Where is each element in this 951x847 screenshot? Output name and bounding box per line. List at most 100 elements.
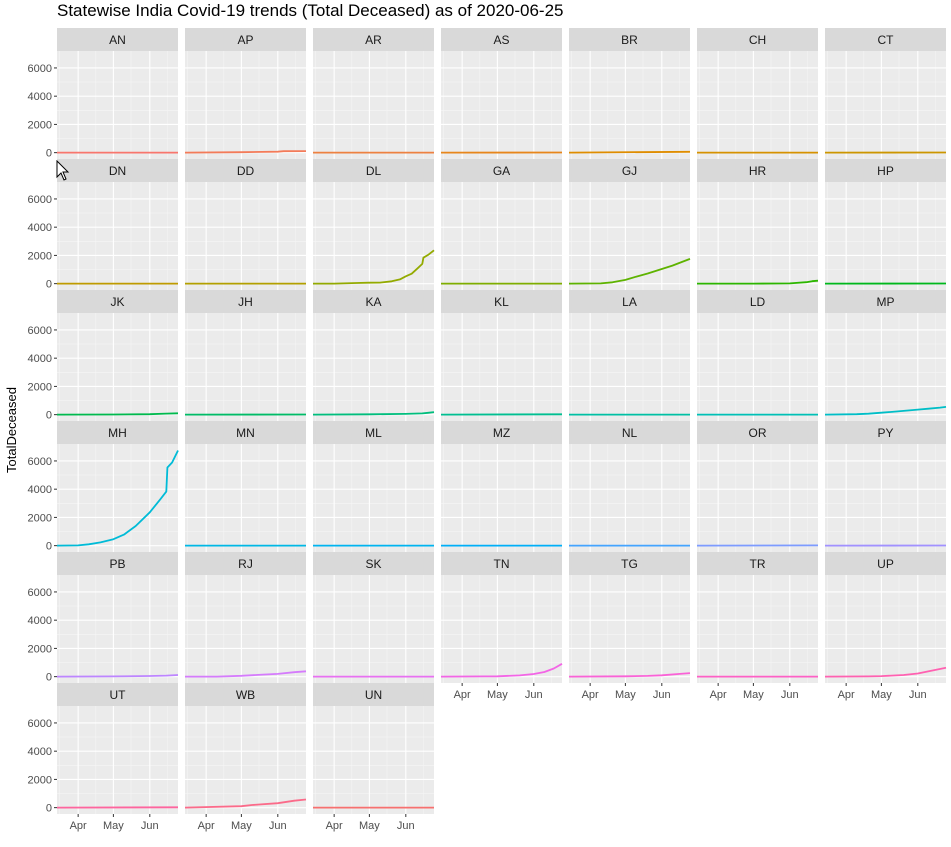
facet-strip	[441, 552, 562, 575]
facet-panel-ga: GA	[441, 159, 562, 290]
facet-strip-label: BR	[621, 33, 638, 47]
panel-background	[825, 444, 946, 552]
facet-strip-label: HR	[749, 164, 767, 178]
facet-strip	[441, 290, 562, 313]
facet-panel-nl: NL	[569, 421, 690, 552]
facet-strip-label: MZ	[493, 426, 510, 440]
x-tick-label: May	[231, 820, 252, 832]
panel-background	[185, 182, 306, 290]
panel-background	[313, 182, 434, 290]
facet-panel-mz: MZ	[441, 421, 562, 552]
y-tick-label: 6000	[28, 587, 52, 599]
facet-strip	[569, 290, 690, 313]
facet-strip	[697, 290, 818, 313]
y-tick-label: 4000	[28, 91, 52, 103]
y-tick-label: 2000	[28, 643, 52, 655]
x-tick-label: May	[871, 689, 892, 701]
panel-background	[57, 706, 178, 814]
facet-strip-label: UN	[365, 688, 382, 702]
panel-background	[697, 182, 818, 290]
facet-strip	[313, 290, 434, 313]
facet-strip	[825, 552, 946, 575]
facet-strip	[185, 683, 306, 706]
y-tick-label: 4000	[28, 353, 52, 365]
facet-strip-label: KL	[494, 295, 509, 309]
panel-background	[185, 706, 306, 814]
series-line-jk	[56, 412, 179, 416]
series-line-mp	[824, 406, 947, 416]
panel-background	[569, 444, 690, 552]
facet-panel-dd: DD	[185, 159, 306, 290]
facet-panel-dn: DN 0 2000 4000 6000	[28, 159, 178, 291]
facet-strip	[313, 28, 434, 51]
facet-panel-or: OR	[696, 421, 819, 552]
panel-background	[57, 575, 178, 683]
facet-strip	[825, 159, 946, 182]
facet-panel-ar: AR	[313, 28, 434, 159]
facet-strip	[825, 290, 946, 313]
y-tick-label: 2000	[28, 512, 52, 524]
x-tick-label: Jun	[525, 689, 543, 701]
panel-background	[441, 182, 562, 290]
series-line-hr	[697, 279, 819, 285]
facet-panel-kl: KL	[440, 290, 563, 421]
y-tick-label: 6000	[28, 194, 52, 206]
facet-strip-label: AS	[493, 33, 509, 47]
panel-background	[569, 313, 690, 421]
facet-strip	[57, 290, 178, 313]
panel-background	[313, 444, 434, 552]
facet-strip-label: JK	[110, 295, 124, 309]
facet-panel-hp: HP	[824, 159, 947, 290]
facet-panel-jh: JH	[184, 290, 307, 421]
panel-background	[825, 313, 946, 421]
series-line-ka	[312, 411, 435, 416]
panel-background	[697, 313, 818, 421]
series-line-ap	[184, 150, 307, 154]
panel-background	[441, 575, 562, 683]
facet-strip-label: HP	[877, 164, 894, 178]
facet-strip-label: PB	[109, 557, 125, 571]
facet-panel-an: AN 0 2000 4000 6000	[28, 28, 178, 160]
facet-strip	[313, 683, 434, 706]
panel-background	[441, 444, 562, 552]
panel-background	[697, 51, 818, 159]
x-tick-label: May	[103, 820, 124, 832]
series-line-tg	[568, 672, 691, 678]
series-line-wb	[184, 798, 307, 809]
facet-panel-mh: MH 0 2000 4000 6000	[28, 421, 179, 553]
x-tick-label: Jun	[269, 820, 287, 832]
y-tick-label: 0	[46, 410, 52, 422]
facet-panel-wb: WB Apr May Jun	[184, 683, 307, 832]
facet-panel-ut: UT 0 2000 4000 6000 Apr May Jun	[28, 683, 179, 832]
x-tick-label: Apr	[454, 689, 471, 701]
facet-strip-label: DL	[366, 164, 382, 178]
panel-background	[569, 575, 690, 683]
facet-strip-label: KA	[365, 295, 381, 309]
facet-strip-label: WB	[236, 688, 255, 702]
x-tick-label: Jun	[141, 820, 159, 832]
series-line-mh	[56, 450, 179, 547]
facet-strip-label: MP	[877, 295, 895, 309]
facet-strip	[569, 28, 690, 51]
facet-panel-ap: AP	[184, 28, 307, 159]
facet-strip	[185, 290, 306, 313]
facet-panel-rj: RJ	[185, 552, 307, 683]
y-tick-label: 0	[46, 672, 52, 684]
y-tick-label: 0	[46, 148, 52, 160]
panel-background	[57, 313, 178, 421]
facet-strip	[825, 28, 946, 51]
facet-strip	[185, 421, 306, 444]
facet-strip	[185, 159, 306, 182]
facet-strip	[569, 552, 690, 575]
x-tick-label: Apr	[710, 689, 727, 701]
facet-panel-ch: CH	[697, 28, 818, 159]
facet-strip-label: CH	[749, 33, 766, 47]
x-tick-label: Jun	[397, 820, 415, 832]
facet-strip	[697, 421, 818, 444]
facet-strip	[697, 552, 818, 575]
facet-strip-label: LA	[622, 295, 637, 309]
facet-strip	[697, 159, 818, 182]
facet-strip-label: GJ	[622, 164, 637, 178]
panel-background	[569, 51, 690, 159]
y-tick-label: 6000	[28, 63, 52, 75]
